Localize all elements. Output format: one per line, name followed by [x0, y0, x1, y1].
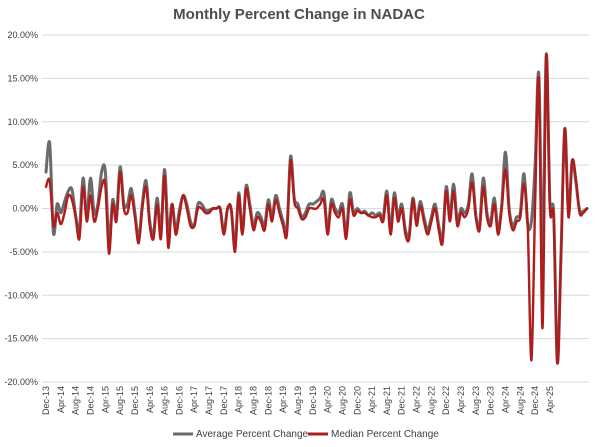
- legend: Average Percent Change Median Percent Ch…: [173, 429, 439, 440]
- x-tick-label: Apr-18: [234, 386, 244, 413]
- x-tick-label: Dec-15: [130, 386, 140, 415]
- x-tick-label: Dec-17: [219, 386, 229, 415]
- x-tick-label: Aug-20: [337, 386, 347, 415]
- x-tick-label: Aug-14: [71, 386, 81, 415]
- x-tick-label: Aug-19: [293, 386, 303, 415]
- series-lines: [44, 52, 589, 365]
- x-tick-label: Apr-23: [456, 386, 466, 413]
- x-tick-label: Apr-17: [189, 386, 199, 413]
- y-tick-label: 0.00%: [12, 204, 38, 214]
- x-tick-label: Apr-20: [323, 386, 333, 413]
- x-tick-label: Dec-13: [41, 386, 51, 415]
- x-tick-label: Apr-15: [100, 386, 110, 413]
- x-tick-label: Apr-24: [500, 386, 510, 413]
- chart-title: Monthly Percent Change in NADAC: [173, 6, 425, 23]
- x-tick-label: Apr-25: [545, 386, 555, 413]
- y-tick-label: -15.00%: [4, 334, 38, 344]
- x-tick-label: Aug-18: [249, 386, 259, 415]
- x-tick-label: Dec-23: [486, 386, 496, 415]
- x-tick-label: Apr-14: [56, 386, 66, 413]
- x-tick-label: Dec-19: [308, 386, 318, 415]
- x-tick-label: Apr-22: [412, 386, 422, 413]
- x-axis: Dec-13 Apr-14 Aug-14 Dec-14 Apr-15 Aug-15 Dec-…: [41, 386, 555, 415]
- y-tick-label: 10.00%: [7, 117, 38, 127]
- x-tick-label: Aug-16: [160, 386, 170, 415]
- x-tick-label: Aug-15: [115, 386, 125, 415]
- legend-label-median: Median Percent Change: [331, 429, 439, 440]
- series-line-median: [44, 53, 589, 365]
- y-tick-label: -5.00%: [9, 247, 38, 257]
- x-tick-label: Dec-16: [174, 386, 184, 415]
- x-tick-label: Aug-23: [471, 386, 481, 415]
- y-tick-label: -10.00%: [4, 290, 38, 300]
- y-tick-label: 15.00%: [7, 73, 38, 83]
- x-tick-label: Aug-24: [515, 386, 525, 415]
- y-axis: 20.00% 15.00% 10.00% 5.00% 0.00% -5.00% -10.00…: [4, 30, 38, 387]
- x-tick-label: Dec-22: [441, 386, 451, 415]
- x-tick-label: Aug-17: [204, 386, 214, 415]
- y-tick-label: 5.00%: [12, 160, 38, 170]
- x-tick-label: Apr-19: [278, 386, 288, 413]
- x-tick-label: Dec-21: [397, 386, 407, 415]
- y-tick-label: -20.00%: [4, 377, 38, 387]
- legend-label-average: Average Percent Change: [196, 429, 309, 440]
- x-tick-label: Aug-22: [426, 386, 436, 415]
- x-tick-label: Aug-21: [382, 386, 392, 415]
- x-tick-label: Dec-24: [530, 386, 540, 415]
- x-tick-label: Apr-16: [145, 386, 155, 413]
- x-tick-label: Apr-21: [367, 386, 377, 413]
- x-tick-label: Dec-18: [263, 386, 273, 415]
- x-tick-label: Dec-20: [352, 386, 362, 415]
- x-tick-label: Dec-14: [85, 386, 95, 415]
- y-tick-label: 20.00%: [7, 30, 38, 40]
